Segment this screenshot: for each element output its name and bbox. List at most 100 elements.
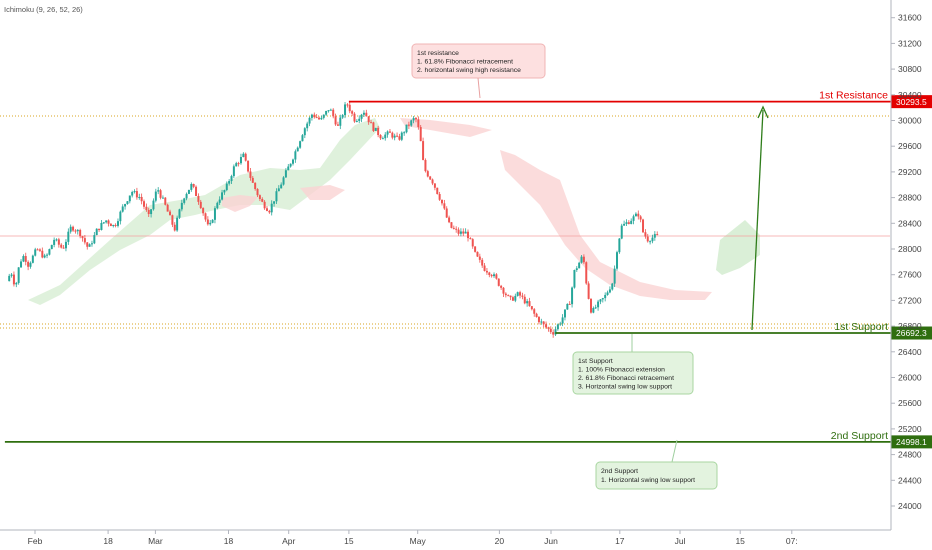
candle-body	[417, 119, 420, 128]
candle-body	[608, 289, 611, 293]
candle-body	[396, 135, 399, 137]
price-tick-label: 31600	[898, 13, 922, 23]
candle-body	[34, 249, 37, 256]
candle-body	[542, 321, 545, 325]
candle-body	[17, 267, 20, 283]
candle-body	[566, 303, 569, 310]
candle-body	[561, 317, 564, 324]
candle-body	[327, 110, 330, 112]
candle-body	[495, 274, 498, 279]
price-tick-label: 25200	[898, 424, 922, 434]
candle-body	[462, 231, 465, 234]
candle-body	[116, 221, 119, 226]
candle-body	[616, 252, 619, 269]
candle-body	[623, 223, 626, 226]
candle-body	[318, 117, 321, 120]
price-axis[interactable]: 31600 31200 30800 30400 30000 29600 29200 28800…	[891, 13, 922, 511]
candle-body	[204, 213, 207, 220]
candle-body	[57, 239, 60, 245]
candle-body	[355, 120, 358, 122]
candle-body	[46, 254, 49, 256]
candle-body	[431, 179, 434, 184]
candle-body	[88, 244, 91, 247]
candle-body	[469, 238, 472, 240]
candle-body	[502, 287, 505, 294]
candle-body	[225, 183, 228, 191]
candle-body	[351, 111, 354, 114]
candle-body	[582, 256, 585, 263]
candle-body	[76, 229, 79, 232]
candle-body	[242, 153, 245, 158]
candle-body	[384, 134, 387, 139]
candle-body	[161, 197, 164, 199]
candle-body	[490, 275, 493, 277]
candle-body	[540, 321, 543, 323]
candle-body	[268, 210, 271, 213]
candle-body	[341, 115, 344, 118]
time-tick-label: 18	[103, 536, 113, 546]
candle-body	[398, 136, 401, 140]
candle-body	[585, 262, 588, 284]
candles	[8, 101, 659, 338]
level-label: 1st Support	[834, 321, 888, 333]
candle-body	[320, 117, 323, 120]
candle-body	[429, 176, 432, 180]
candle-body	[372, 122, 375, 131]
annotation-resistance-line-1: 1st resistance	[417, 50, 459, 57]
candle-body	[334, 116, 337, 125]
candle-body	[93, 235, 96, 244]
annotation-resistance[interactable]: 1st resistance 1. 61.8% Fibonacci retrac…	[411, 43, 546, 99]
annotation-2nd-support-line-2: 1. Horizontal swing low support	[601, 477, 695, 484]
candle-body	[254, 182, 257, 189]
candle-body	[8, 275, 11, 282]
candle-body	[27, 261, 30, 267]
candle-body	[128, 195, 131, 202]
candle-body	[365, 112, 368, 117]
annotation-1st-support-line-2: 1. 100% Fibonacci extension	[578, 367, 665, 374]
time-axis[interactable]: Feb 18 Mar 18 Apr 15 May 20 Jun 17 Jul 15 07:	[28, 530, 798, 546]
candle-body	[55, 239, 58, 241]
candle-body	[452, 227, 455, 229]
candle-body	[38, 249, 41, 251]
candle-body	[140, 196, 143, 202]
candle-body	[50, 244, 53, 250]
price-tick-label: 24800	[898, 450, 922, 460]
annotation-1st-support[interactable]: 1st Support 1. 100% Fibonacci extension …	[572, 334, 694, 395]
candle-body	[48, 249, 51, 255]
time-tick-label: Feb	[28, 536, 43, 546]
candle-body	[639, 216, 642, 220]
level-price-text: 30293.5	[896, 97, 927, 107]
candle-body	[597, 301, 600, 308]
candle-body	[178, 209, 181, 218]
candle-body	[221, 192, 224, 200]
candle-body	[554, 329, 557, 335]
candle-body	[568, 303, 571, 305]
candle-body	[299, 141, 302, 148]
candle-body	[637, 213, 640, 217]
candle-body	[483, 265, 486, 271]
price-tick-label: 29200	[898, 167, 922, 177]
candle-body	[552, 332, 555, 335]
annotation-2nd-support-line-1: 2nd Support	[601, 468, 638, 475]
candle-body	[301, 135, 304, 142]
candle-body	[119, 211, 122, 222]
candle-body	[199, 201, 202, 209]
candle-body	[64, 241, 67, 249]
candle-body	[185, 193, 188, 199]
candle-body	[367, 116, 370, 123]
annotation-2nd-support[interactable]: 2nd Support 1. Horizontal swing low supp…	[595, 439, 718, 490]
candle-body	[216, 202, 219, 209]
time-tick-label: Mar	[148, 536, 163, 546]
candle-body	[419, 127, 422, 142]
candle-body	[223, 190, 226, 193]
candle-body	[604, 294, 607, 299]
candle-body	[176, 217, 179, 231]
candle-body	[261, 198, 264, 202]
candle-body	[625, 222, 628, 224]
time-tick-label: Jun	[544, 536, 558, 546]
candle-body	[31, 255, 34, 263]
level-label: 1st Resistance	[819, 90, 888, 102]
candle-body	[296, 147, 299, 152]
candle-body	[121, 206, 124, 212]
